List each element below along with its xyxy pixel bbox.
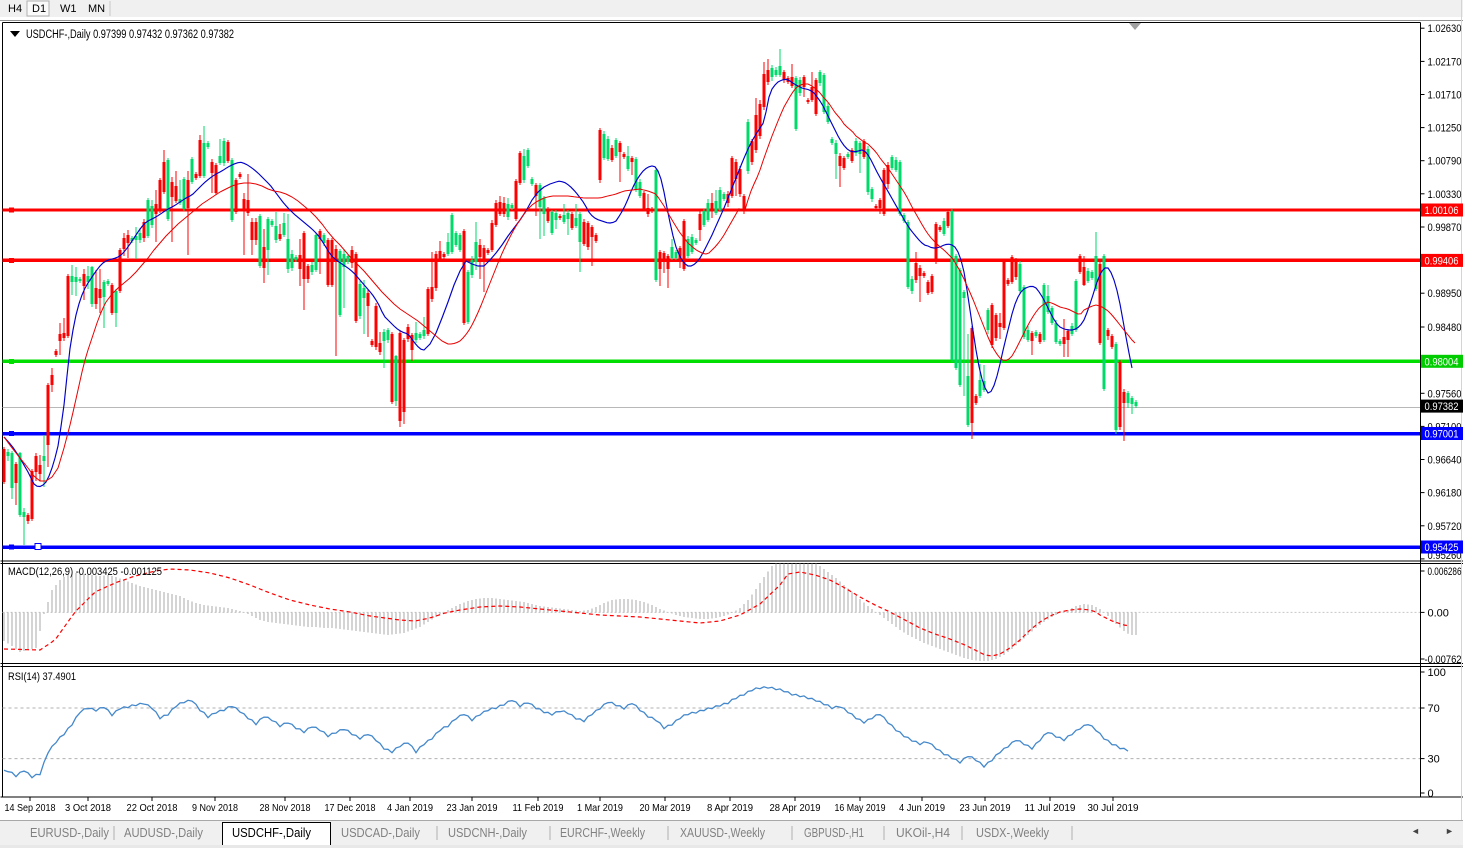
svg-text:RSI(14) 37.4901: RSI(14) 37.4901 xyxy=(8,671,76,683)
svg-text:EURCHF-,Weekly: EURCHF-,Weekly xyxy=(560,826,646,840)
svg-text:USDX-,Weekly: USDX-,Weekly xyxy=(976,826,1050,840)
svg-text:0.99870: 0.99870 xyxy=(1428,222,1462,234)
svg-text:0: 0 xyxy=(1428,788,1434,800)
svg-text:USDCHF-,Daily 0.97399 0.97432: USDCHF-,Daily 0.97399 0.97432 0.97362 0.… xyxy=(26,29,234,41)
svg-text:23 Jan 2019: 23 Jan 2019 xyxy=(447,802,498,814)
svg-text:MN: MN xyxy=(88,3,105,15)
svg-text:23 Jun 2019: 23 Jun 2019 xyxy=(960,802,1011,814)
svg-text:USDCHF-,Daily: USDCHF-,Daily xyxy=(232,826,312,840)
svg-text:11 Feb 2019: 11 Feb 2019 xyxy=(513,802,564,814)
svg-text:USDCNH-,Daily: USDCNH-,Daily xyxy=(448,826,528,840)
svg-text:4 Jun 2019: 4 Jun 2019 xyxy=(899,802,945,814)
svg-text:0.006286: 0.006286 xyxy=(1428,566,1462,578)
svg-text:0.98950: 0.98950 xyxy=(1428,288,1462,300)
svg-text:H4: H4 xyxy=(8,3,22,15)
svg-text:22 Oct 2018: 22 Oct 2018 xyxy=(127,802,178,814)
svg-text:0.95425: 0.95425 xyxy=(1425,542,1459,554)
svg-text:9 Nov 2018: 9 Nov 2018 xyxy=(192,802,238,814)
svg-text:MACD(12,26,9) -0.003425 -0.001: MACD(12,26,9) -0.003425 -0.001125 xyxy=(8,566,162,578)
svg-text:0.95720: 0.95720 xyxy=(1428,521,1462,533)
svg-text:1.02630: 1.02630 xyxy=(1428,23,1462,35)
svg-text:EURUSD-,Daily: EURUSD-,Daily xyxy=(30,826,110,840)
svg-text:4 Jan 2019: 4 Jan 2019 xyxy=(387,802,433,814)
svg-text:17 Dec 2018: 17 Dec 2018 xyxy=(325,802,376,814)
svg-text:0.97382: 0.97382 xyxy=(1425,401,1459,413)
svg-text:-0.00762: -0.00762 xyxy=(1425,654,1462,666)
svg-text:70: 70 xyxy=(1428,703,1440,715)
svg-text:0.97560: 0.97560 xyxy=(1428,388,1462,400)
svg-text:100: 100 xyxy=(1428,667,1446,679)
svg-text:W1: W1 xyxy=(60,3,77,15)
svg-text:►: ► xyxy=(1445,826,1454,836)
svg-text:30 Jul 2019: 30 Jul 2019 xyxy=(1088,802,1139,814)
svg-text:0.00: 0.00 xyxy=(1428,607,1449,619)
svg-text:D1: D1 xyxy=(32,3,46,15)
svg-text:8 Apr 2019: 8 Apr 2019 xyxy=(707,802,753,814)
svg-text:1.00330: 1.00330 xyxy=(1428,189,1462,201)
svg-text:0.97001: 0.97001 xyxy=(1425,429,1459,441)
svg-text:XAUUSD-,Weekly: XAUUSD-,Weekly xyxy=(680,826,766,840)
svg-text:20 Mar 2019: 20 Mar 2019 xyxy=(640,802,691,814)
svg-text:AUDUSD-,Daily: AUDUSD-,Daily xyxy=(124,826,204,840)
svg-text:◄: ◄ xyxy=(1411,826,1420,836)
svg-text:1.00106: 1.00106 xyxy=(1425,205,1459,217)
svg-text:USDCAD-,Daily: USDCAD-,Daily xyxy=(341,826,421,840)
svg-text:0.99406: 0.99406 xyxy=(1425,255,1459,267)
svg-text:0.98480: 0.98480 xyxy=(1428,322,1462,334)
svg-text:1.00790: 1.00790 xyxy=(1428,156,1462,168)
svg-text:30: 30 xyxy=(1428,754,1440,766)
svg-text:0.96640: 0.96640 xyxy=(1428,455,1462,467)
svg-text:GBPUSD-,H1: GBPUSD-,H1 xyxy=(804,826,864,840)
svg-text:14 Sep 2018: 14 Sep 2018 xyxy=(5,802,56,814)
svg-text:11 Jul 2019: 11 Jul 2019 xyxy=(1025,802,1076,814)
svg-text:1.01250: 1.01250 xyxy=(1428,123,1462,135)
svg-text:28 Nov 2018: 28 Nov 2018 xyxy=(260,802,311,814)
svg-text:0.98004: 0.98004 xyxy=(1425,356,1459,368)
svg-text:1.01710: 1.01710 xyxy=(1428,90,1462,102)
svg-text:16 May 2019: 16 May 2019 xyxy=(835,802,886,814)
svg-text:UKOil-,H4: UKOil-,H4 xyxy=(896,826,950,840)
svg-text:0.96180: 0.96180 xyxy=(1428,488,1462,500)
svg-text:1 Mar 2019: 1 Mar 2019 xyxy=(577,802,623,814)
svg-text:3 Oct 2018: 3 Oct 2018 xyxy=(65,802,111,814)
svg-text:28 Apr 2019: 28 Apr 2019 xyxy=(770,802,821,814)
svg-text:1.02170: 1.02170 xyxy=(1428,56,1462,68)
